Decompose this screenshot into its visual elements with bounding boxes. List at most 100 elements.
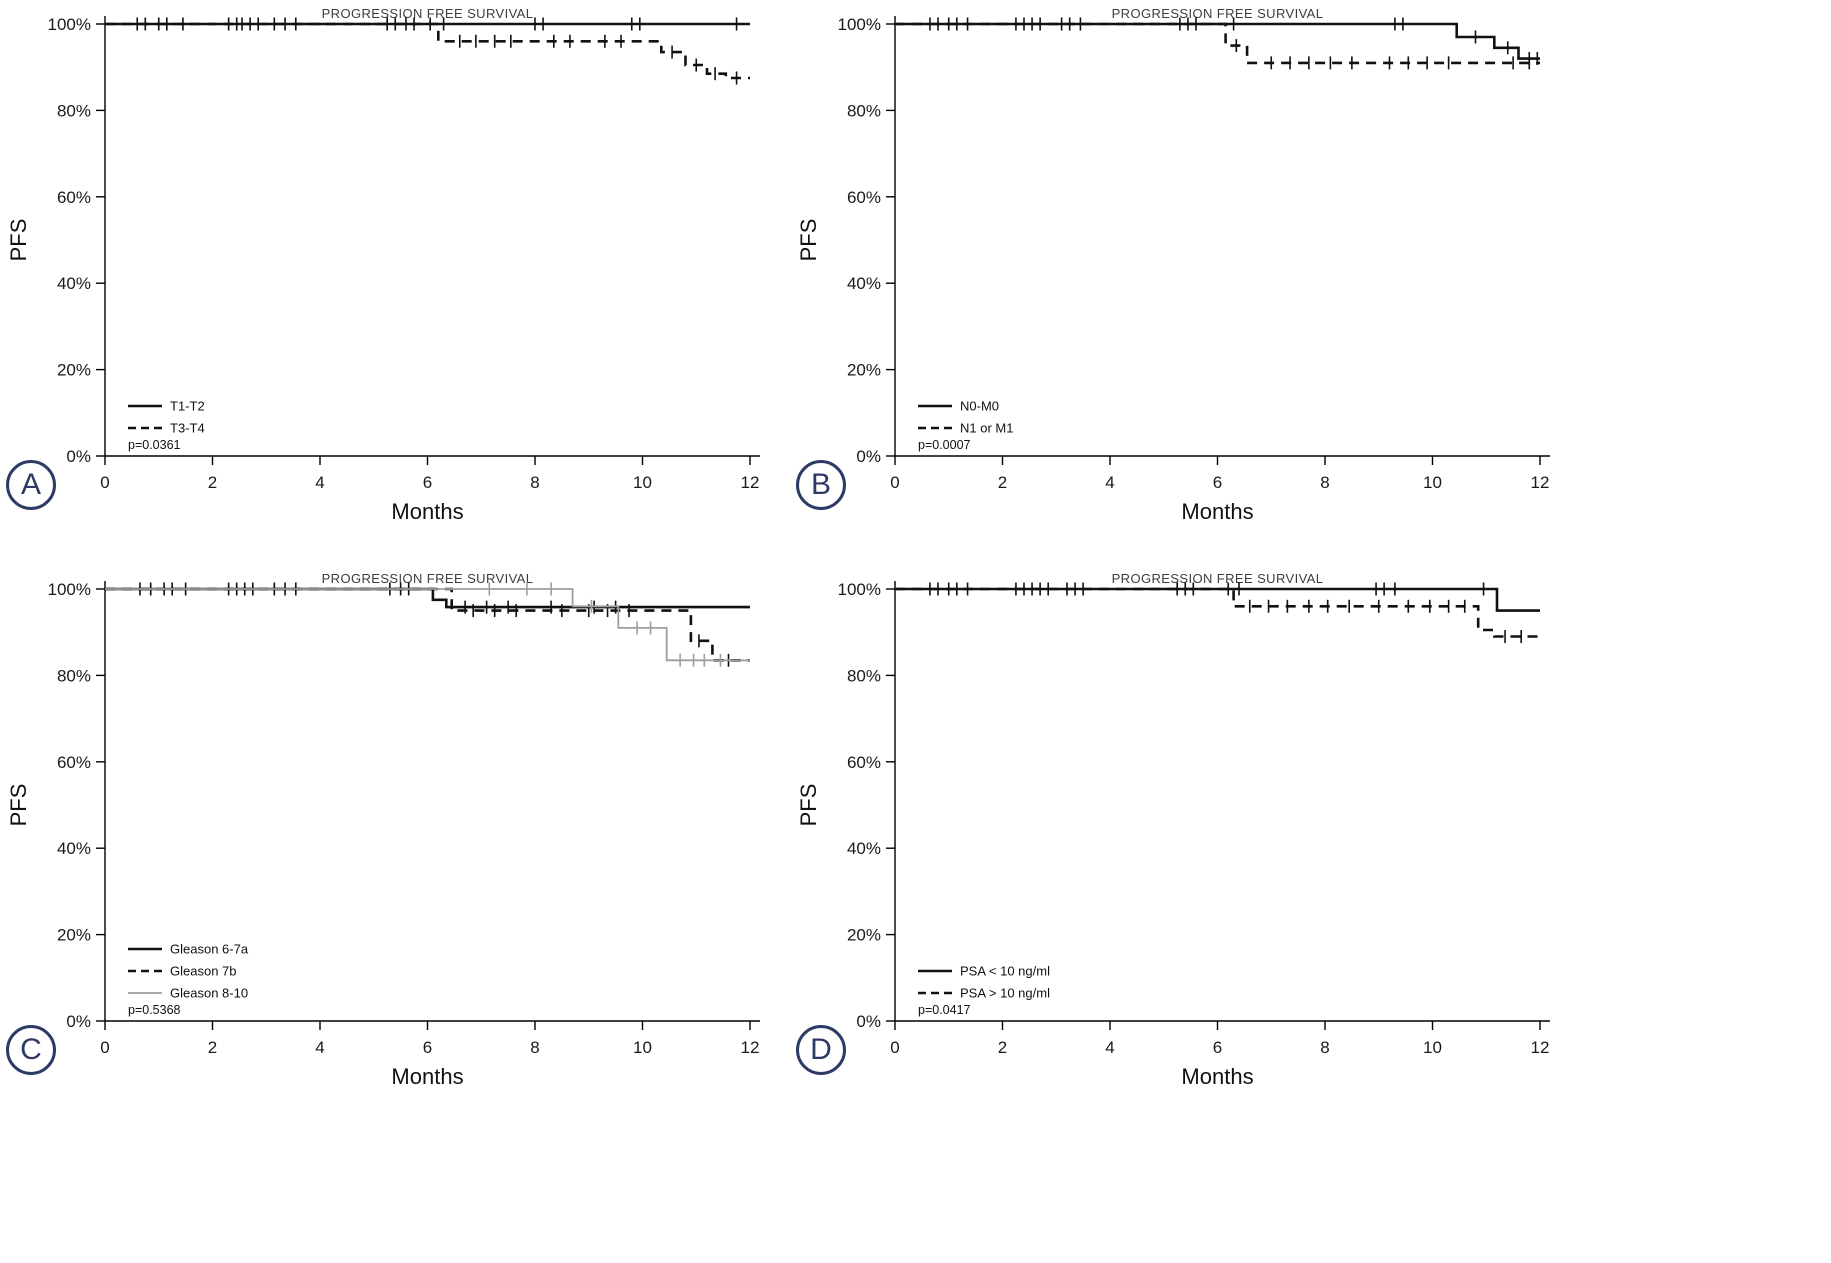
- y-tick-label: 100%: [48, 15, 91, 34]
- p-value: p=0.5368: [128, 1003, 181, 1017]
- x-tick-label: 0: [890, 473, 899, 492]
- y-tick-label: 0%: [856, 447, 881, 466]
- km-curve: [895, 587, 1540, 612]
- y-tick-label: 0%: [856, 1012, 881, 1031]
- y-tick-label: 0%: [66, 1012, 91, 1031]
- legend-label: Gleason 8-10: [170, 986, 248, 1001]
- panel-d-letter: D: [810, 1033, 832, 1066]
- legend-label: T3-T4: [170, 421, 205, 436]
- x-tick-label: 2: [208, 1038, 217, 1057]
- x-tick-label: 4: [315, 1038, 324, 1057]
- legend-label: PSA < 10 ng/ml: [960, 964, 1050, 979]
- km-curve: [105, 587, 750, 609]
- chart-title: PROGRESSION FREE SURVIVAL: [1112, 571, 1324, 586]
- x-tick-label: 10: [1423, 1038, 1442, 1057]
- x-tick-label: 4: [315, 473, 324, 492]
- p-value: p=0.0417: [918, 1003, 971, 1017]
- legend-label: N1 or M1: [960, 421, 1013, 436]
- y-tick-label: 80%: [847, 666, 881, 685]
- y-tick-label: 0%: [66, 447, 91, 466]
- x-tick-label: 8: [1320, 473, 1329, 492]
- km-curve: [895, 22, 1540, 65]
- y-axis-title: PFS: [796, 219, 821, 262]
- x-axis-title: Months: [391, 1064, 463, 1089]
- y-tick-label: 40%: [847, 274, 881, 293]
- p-value: p=0.0007: [918, 438, 971, 452]
- x-tick-label: 8: [530, 473, 539, 492]
- y-tick-label: 100%: [838, 580, 881, 599]
- panel-b: PROGRESSION FREE SURVIVAL 0% 20% 40% 60% 80% 1…: [790, 0, 1831, 565]
- legend-label: Gleason 6-7a: [170, 942, 249, 957]
- km-curve: [895, 22, 1540, 60]
- x-tick-label: 12: [1531, 473, 1550, 492]
- y-tick-label: 20%: [847, 361, 881, 380]
- y-tick-label: 20%: [57, 926, 91, 945]
- km-curve: [895, 587, 1540, 638]
- legend-label: Gleason 7b: [170, 964, 237, 979]
- panel-a-badge: A: [6, 460, 56, 510]
- x-tick-label: 10: [633, 473, 652, 492]
- y-tick-label: 80%: [57, 101, 91, 120]
- x-tick-label: 6: [1213, 1038, 1222, 1057]
- figure-grid: PROGRESSION FREE SURVIVAL 0% 20% 40% 60% 80% 1…: [0, 0, 1831, 1130]
- panel-c: PROGRESSION FREE SURVIVAL 0% 20% 40% 60% 80% 1…: [0, 565, 790, 1130]
- y-axis-title: PFS: [6, 219, 31, 262]
- y-tick-label: 40%: [57, 839, 91, 858]
- km-plot-a: PROGRESSION FREE SURVIVAL 0% 20% 40% 60% 80% 1…: [6, 6, 760, 524]
- panel-c-letter: C: [20, 1033, 42, 1066]
- y-tick-label: 80%: [847, 101, 881, 120]
- km-plot-b: PROGRESSION FREE SURVIVAL 0% 20% 40% 60% 80% 1…: [796, 6, 1550, 524]
- legend-label: N0-M0: [960, 399, 999, 414]
- y-tick-label: 60%: [847, 753, 881, 772]
- x-tick-label: 0: [890, 1038, 899, 1057]
- chart-title: PROGRESSION FREE SURVIVAL: [322, 571, 534, 586]
- y-tick-label: 60%: [847, 188, 881, 207]
- y-axis-title: PFS: [6, 784, 31, 827]
- x-tick-label: 12: [741, 473, 760, 492]
- x-tick-label: 6: [1213, 473, 1222, 492]
- x-tick-label: 2: [208, 473, 217, 492]
- y-axis-title: PFS: [796, 784, 821, 827]
- x-axis-title: Months: [1181, 1064, 1253, 1089]
- y-tick-label: 20%: [847, 926, 881, 945]
- x-axis-title: Months: [1181, 499, 1253, 524]
- legend-label: PSA > 10 ng/ml: [960, 986, 1050, 1001]
- y-tick-label: 60%: [57, 188, 91, 207]
- km-curve: [105, 22, 750, 80]
- x-tick-label: 0: [100, 473, 109, 492]
- x-axis-title: Months: [391, 499, 463, 524]
- panel-d: PROGRESSION FREE SURVIVAL 0% 20% 40% 60% 80% 1…: [790, 565, 1831, 1130]
- x-tick-label: 10: [1423, 473, 1442, 492]
- y-tick-label: 100%: [48, 580, 91, 599]
- panel-a-letter: A: [20, 468, 41, 501]
- y-tick-label: 20%: [57, 361, 91, 380]
- y-tick-label: 60%: [57, 753, 91, 772]
- km-plot-c: PROGRESSION FREE SURVIVAL 0% 20% 40% 60% 80% 1…: [6, 571, 760, 1089]
- km-curve: [105, 587, 750, 662]
- km-plot-d: PROGRESSION FREE SURVIVAL 0% 20% 40% 60% 80% 1…: [796, 571, 1550, 1089]
- x-tick-label: 0: [100, 1038, 109, 1057]
- x-tick-label: 8: [1320, 1038, 1329, 1057]
- legend-label: T1-T2: [170, 399, 205, 414]
- x-tick-label: 8: [530, 1038, 539, 1057]
- panel-d-badge: D: [796, 1025, 846, 1075]
- x-tick-label: 4: [1105, 473, 1114, 492]
- panel-a: PROGRESSION FREE SURVIVAL 0% 20% 40% 60% 80% 1…: [0, 0, 790, 565]
- x-tick-label: 2: [998, 473, 1007, 492]
- x-tick-label: 12: [1531, 1038, 1550, 1057]
- p-value: p=0.0361: [128, 438, 181, 452]
- x-tick-label: 6: [423, 1038, 432, 1057]
- x-tick-label: 6: [423, 473, 432, 492]
- km-curve: [105, 588, 750, 662]
- panel-b-letter: B: [810, 468, 831, 501]
- chart-title: PROGRESSION FREE SURVIVAL: [322, 6, 534, 21]
- y-tick-label: 40%: [57, 274, 91, 293]
- x-tick-label: 10: [633, 1038, 652, 1057]
- y-tick-label: 100%: [838, 15, 881, 34]
- y-tick-label: 40%: [847, 839, 881, 858]
- chart-title: PROGRESSION FREE SURVIVAL: [1112, 6, 1324, 21]
- x-tick-label: 4: [1105, 1038, 1114, 1057]
- x-tick-label: 12: [741, 1038, 760, 1057]
- panel-b-badge: B: [796, 460, 846, 510]
- x-tick-label: 2: [998, 1038, 1007, 1057]
